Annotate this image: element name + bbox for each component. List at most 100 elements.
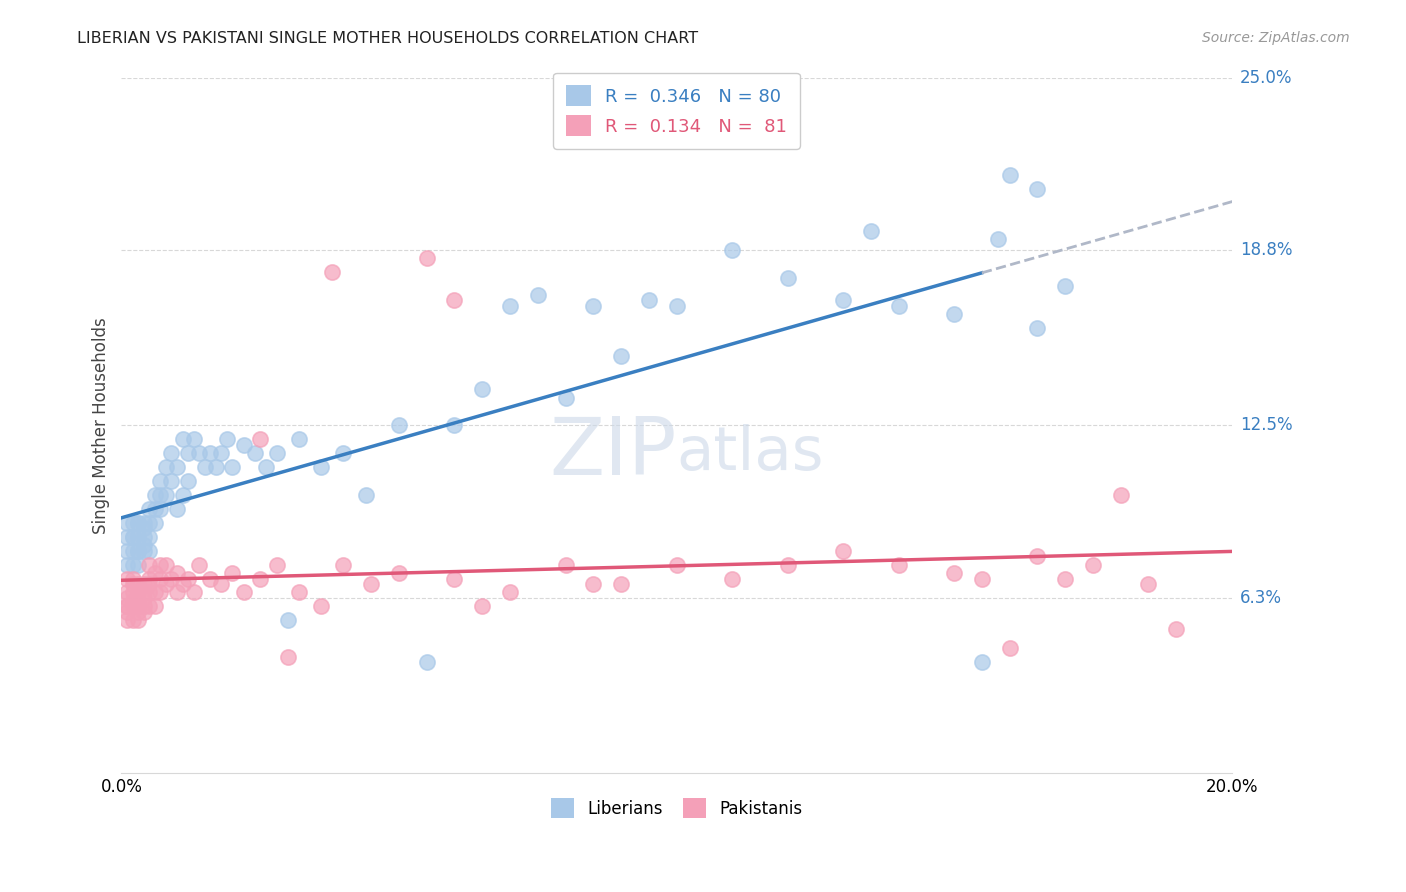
- Point: [332, 446, 354, 460]
- Point: [776, 271, 799, 285]
- Point: [143, 488, 166, 502]
- Text: 12.5%: 12.5%: [1240, 417, 1292, 434]
- Point: [149, 474, 172, 488]
- Point: [115, 599, 138, 614]
- Text: LIBERIAN VS PAKISTANI SINGLE MOTHER HOUSEHOLDS CORRELATION CHART: LIBERIAN VS PAKISTANI SINGLE MOTHER HOUS…: [77, 31, 699, 46]
- Point: [138, 585, 160, 599]
- Point: [582, 299, 605, 313]
- Point: [1026, 321, 1049, 335]
- Point: [177, 474, 200, 488]
- Text: 18.8%: 18.8%: [1240, 241, 1292, 259]
- Point: [183, 585, 205, 599]
- Point: [194, 460, 217, 475]
- Point: [115, 605, 138, 619]
- Point: [121, 558, 143, 572]
- Point: [416, 252, 439, 266]
- Point: [127, 543, 149, 558]
- Point: [115, 599, 138, 614]
- Point: [127, 516, 149, 530]
- Point: [132, 530, 155, 544]
- Point: [121, 613, 143, 627]
- Point: [155, 460, 177, 475]
- Point: [160, 474, 183, 488]
- Point: [311, 460, 333, 475]
- Point: [172, 488, 194, 502]
- Point: [610, 349, 633, 363]
- Point: [200, 446, 222, 460]
- Point: [221, 460, 243, 475]
- Point: [471, 599, 494, 614]
- Point: [138, 502, 160, 516]
- Point: [499, 585, 522, 599]
- Text: Source: ZipAtlas.com: Source: ZipAtlas.com: [1202, 31, 1350, 45]
- Point: [127, 613, 149, 627]
- Point: [209, 577, 232, 591]
- Point: [266, 558, 288, 572]
- Point: [121, 585, 143, 599]
- Point: [215, 433, 238, 447]
- Point: [998, 641, 1021, 656]
- Point: [1081, 558, 1104, 572]
- Point: [127, 530, 149, 544]
- Point: [121, 577, 143, 591]
- Point: [232, 585, 254, 599]
- Point: [970, 572, 993, 586]
- Point: [115, 558, 138, 572]
- Point: [987, 232, 1010, 246]
- Point: [200, 572, 222, 586]
- Point: [155, 488, 177, 502]
- Point: [887, 299, 910, 313]
- Point: [582, 577, 605, 591]
- Point: [155, 558, 177, 572]
- Point: [249, 433, 271, 447]
- Point: [188, 558, 211, 572]
- Point: [160, 572, 183, 586]
- Point: [1164, 622, 1187, 636]
- Point: [943, 307, 966, 321]
- Point: [149, 488, 172, 502]
- Point: [288, 433, 311, 447]
- Point: [832, 543, 855, 558]
- Point: [132, 591, 155, 605]
- Point: [143, 566, 166, 580]
- Point: [127, 594, 149, 608]
- Point: [121, 594, 143, 608]
- Text: atlas: atlas: [676, 424, 824, 483]
- Point: [499, 299, 522, 313]
- Point: [665, 299, 688, 313]
- Point: [943, 566, 966, 580]
- Point: [149, 558, 172, 572]
- Point: [526, 287, 548, 301]
- Point: [277, 649, 299, 664]
- Point: [221, 566, 243, 580]
- Point: [321, 265, 343, 279]
- Point: [115, 516, 138, 530]
- Point: [277, 613, 299, 627]
- Point: [354, 488, 377, 502]
- Point: [132, 543, 155, 558]
- Point: [166, 502, 188, 516]
- Point: [721, 572, 744, 586]
- Point: [155, 577, 177, 591]
- Point: [132, 538, 155, 552]
- Point: [160, 446, 183, 460]
- Point: [121, 599, 143, 614]
- Point: [443, 418, 465, 433]
- Point: [776, 558, 799, 572]
- Point: [127, 577, 149, 591]
- Point: [138, 572, 160, 586]
- Point: [311, 599, 333, 614]
- Point: [1109, 488, 1132, 502]
- Point: [388, 418, 411, 433]
- Point: [172, 433, 194, 447]
- Point: [143, 502, 166, 516]
- Point: [243, 446, 266, 460]
- Point: [1054, 279, 1077, 293]
- Point: [132, 577, 155, 591]
- Point: [721, 243, 744, 257]
- Point: [209, 446, 232, 460]
- Point: [177, 572, 200, 586]
- Point: [887, 558, 910, 572]
- Point: [138, 599, 160, 614]
- Point: [471, 382, 494, 396]
